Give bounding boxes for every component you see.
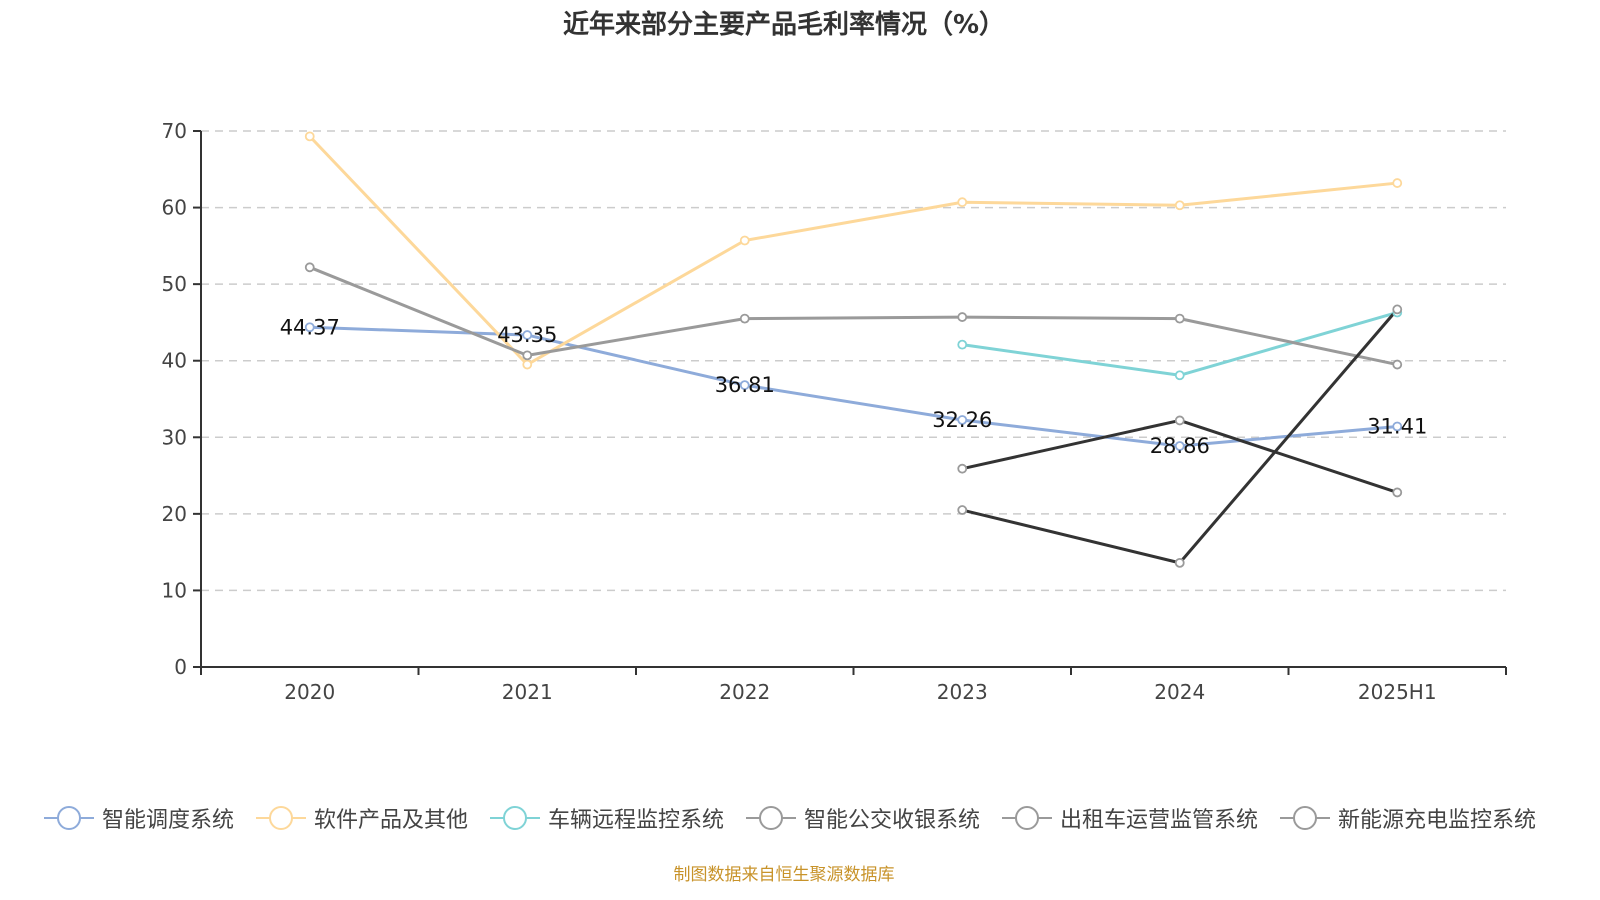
legend-label: 车辆远程监控系统 bbox=[547, 808, 724, 833]
data-point bbox=[1392, 421, 1403, 432]
series-line bbox=[309, 265, 1398, 367]
y-tick-label: 70 bbox=[162, 119, 187, 143]
data-point bbox=[304, 322, 315, 333]
y-tick-label: 60 bbox=[162, 196, 187, 220]
data-point bbox=[957, 197, 968, 208]
data-point bbox=[522, 359, 533, 370]
data-label: 36.81 bbox=[715, 373, 775, 397]
source-note: 制图数据来自恒生聚源数据库 bbox=[673, 865, 895, 885]
data-point bbox=[1392, 304, 1403, 315]
legend-label: 智能调度系统 bbox=[101, 808, 234, 833]
data-point bbox=[1174, 557, 1185, 568]
data-point bbox=[304, 131, 315, 142]
x-tick-label: 2022 bbox=[719, 680, 770, 704]
legend-marker-icon bbox=[746, 806, 796, 830]
legend-item[interactable]: 智能调度系统 bbox=[43, 802, 234, 834]
data-point bbox=[1174, 200, 1185, 211]
data-label: 32.26 bbox=[932, 408, 992, 432]
x-tick-label: 2021 bbox=[502, 680, 553, 704]
data-point bbox=[957, 339, 968, 350]
data-point bbox=[957, 312, 968, 322]
legend-item[interactable]: 新能源充电监控系统 bbox=[1280, 802, 1536, 834]
series-line bbox=[308, 135, 1398, 367]
data-point bbox=[304, 262, 315, 273]
data-point bbox=[1392, 178, 1403, 188]
series-line bbox=[309, 325, 1398, 448]
x-tick-label: 2020 bbox=[284, 680, 335, 704]
legend-item[interactable]: 软件产品及其他 bbox=[255, 802, 468, 834]
data-point bbox=[957, 505, 968, 515]
data-point bbox=[739, 380, 750, 391]
y-tick-label: 0 bbox=[174, 655, 187, 679]
legend-marker-icon bbox=[1280, 806, 1331, 830]
legend-marker-icon bbox=[1002, 806, 1053, 830]
legend-marker-icon bbox=[489, 806, 540, 830]
y-tick-label: 20 bbox=[162, 502, 187, 526]
legend-marker-icon bbox=[43, 806, 94, 830]
y-tick-label: 40 bbox=[162, 349, 187, 373]
y-tick-label: 30 bbox=[162, 425, 187, 449]
legend-item[interactable]: 车辆远程监控系统 bbox=[489, 802, 724, 834]
legend-item[interactable]: 出租车运营监管系统 bbox=[1002, 802, 1258, 834]
legend-marker-icon bbox=[255, 806, 306, 830]
data-point bbox=[1174, 415, 1185, 426]
data-point bbox=[1392, 359, 1403, 370]
data-point bbox=[739, 313, 750, 324]
data-point bbox=[957, 415, 968, 425]
data-point bbox=[1174, 313, 1185, 324]
data-point bbox=[522, 330, 533, 340]
x-tick-label: 2025H1 bbox=[1358, 680, 1437, 704]
data-point bbox=[1174, 370, 1185, 381]
data-label: 31.41 bbox=[1367, 414, 1427, 438]
legend-label: 出租车运营监管系统 bbox=[1060, 808, 1259, 833]
legend-label: 新能源充电监控系统 bbox=[1338, 808, 1537, 833]
legend-label: 软件产品及其他 bbox=[313, 808, 468, 833]
line-chart: 0 10 20 30 40 50 60 70 2020 2021 2022 2023 2024 2025H… bbox=[162, 119, 1507, 704]
legend-label: 智能公交收银系统 bbox=[804, 808, 981, 833]
legend-item[interactable]: 智能公交收银系统 bbox=[746, 802, 980, 834]
data-point bbox=[1174, 441, 1185, 451]
data-point bbox=[522, 350, 533, 361]
grid-lines bbox=[201, 130, 1506, 592]
x-tick-label: 2024 bbox=[1154, 680, 1205, 704]
series-lines bbox=[304, 131, 1403, 568]
data-point bbox=[739, 235, 750, 246]
data-labels: 44.37 43.35 36.81 32.26 28.86 31.41 bbox=[280, 315, 1428, 458]
chart-title: 近年来部分主要产品毛利率情况（%） bbox=[562, 10, 1006, 40]
data-label: 43.35 bbox=[497, 323, 557, 347]
x-tick-label: 2023 bbox=[937, 680, 988, 704]
y-tick-label: 10 bbox=[162, 578, 187, 602]
y-tick-label: 50 bbox=[162, 272, 187, 296]
data-label: 44.37 bbox=[280, 315, 340, 339]
data-label: 28.86 bbox=[1150, 434, 1210, 458]
axes: 0 10 20 30 40 50 60 70 2020 2021 2022 2023 2024 2025H… bbox=[162, 119, 1507, 704]
data-point bbox=[1392, 487, 1403, 498]
legend: 智能调度系统 软件产品及其他 车辆远程监控系统 智能公交收银系统 出租车运营监管系统 新能… bbox=[0, 802, 1580, 834]
data-point bbox=[957, 463, 968, 474]
